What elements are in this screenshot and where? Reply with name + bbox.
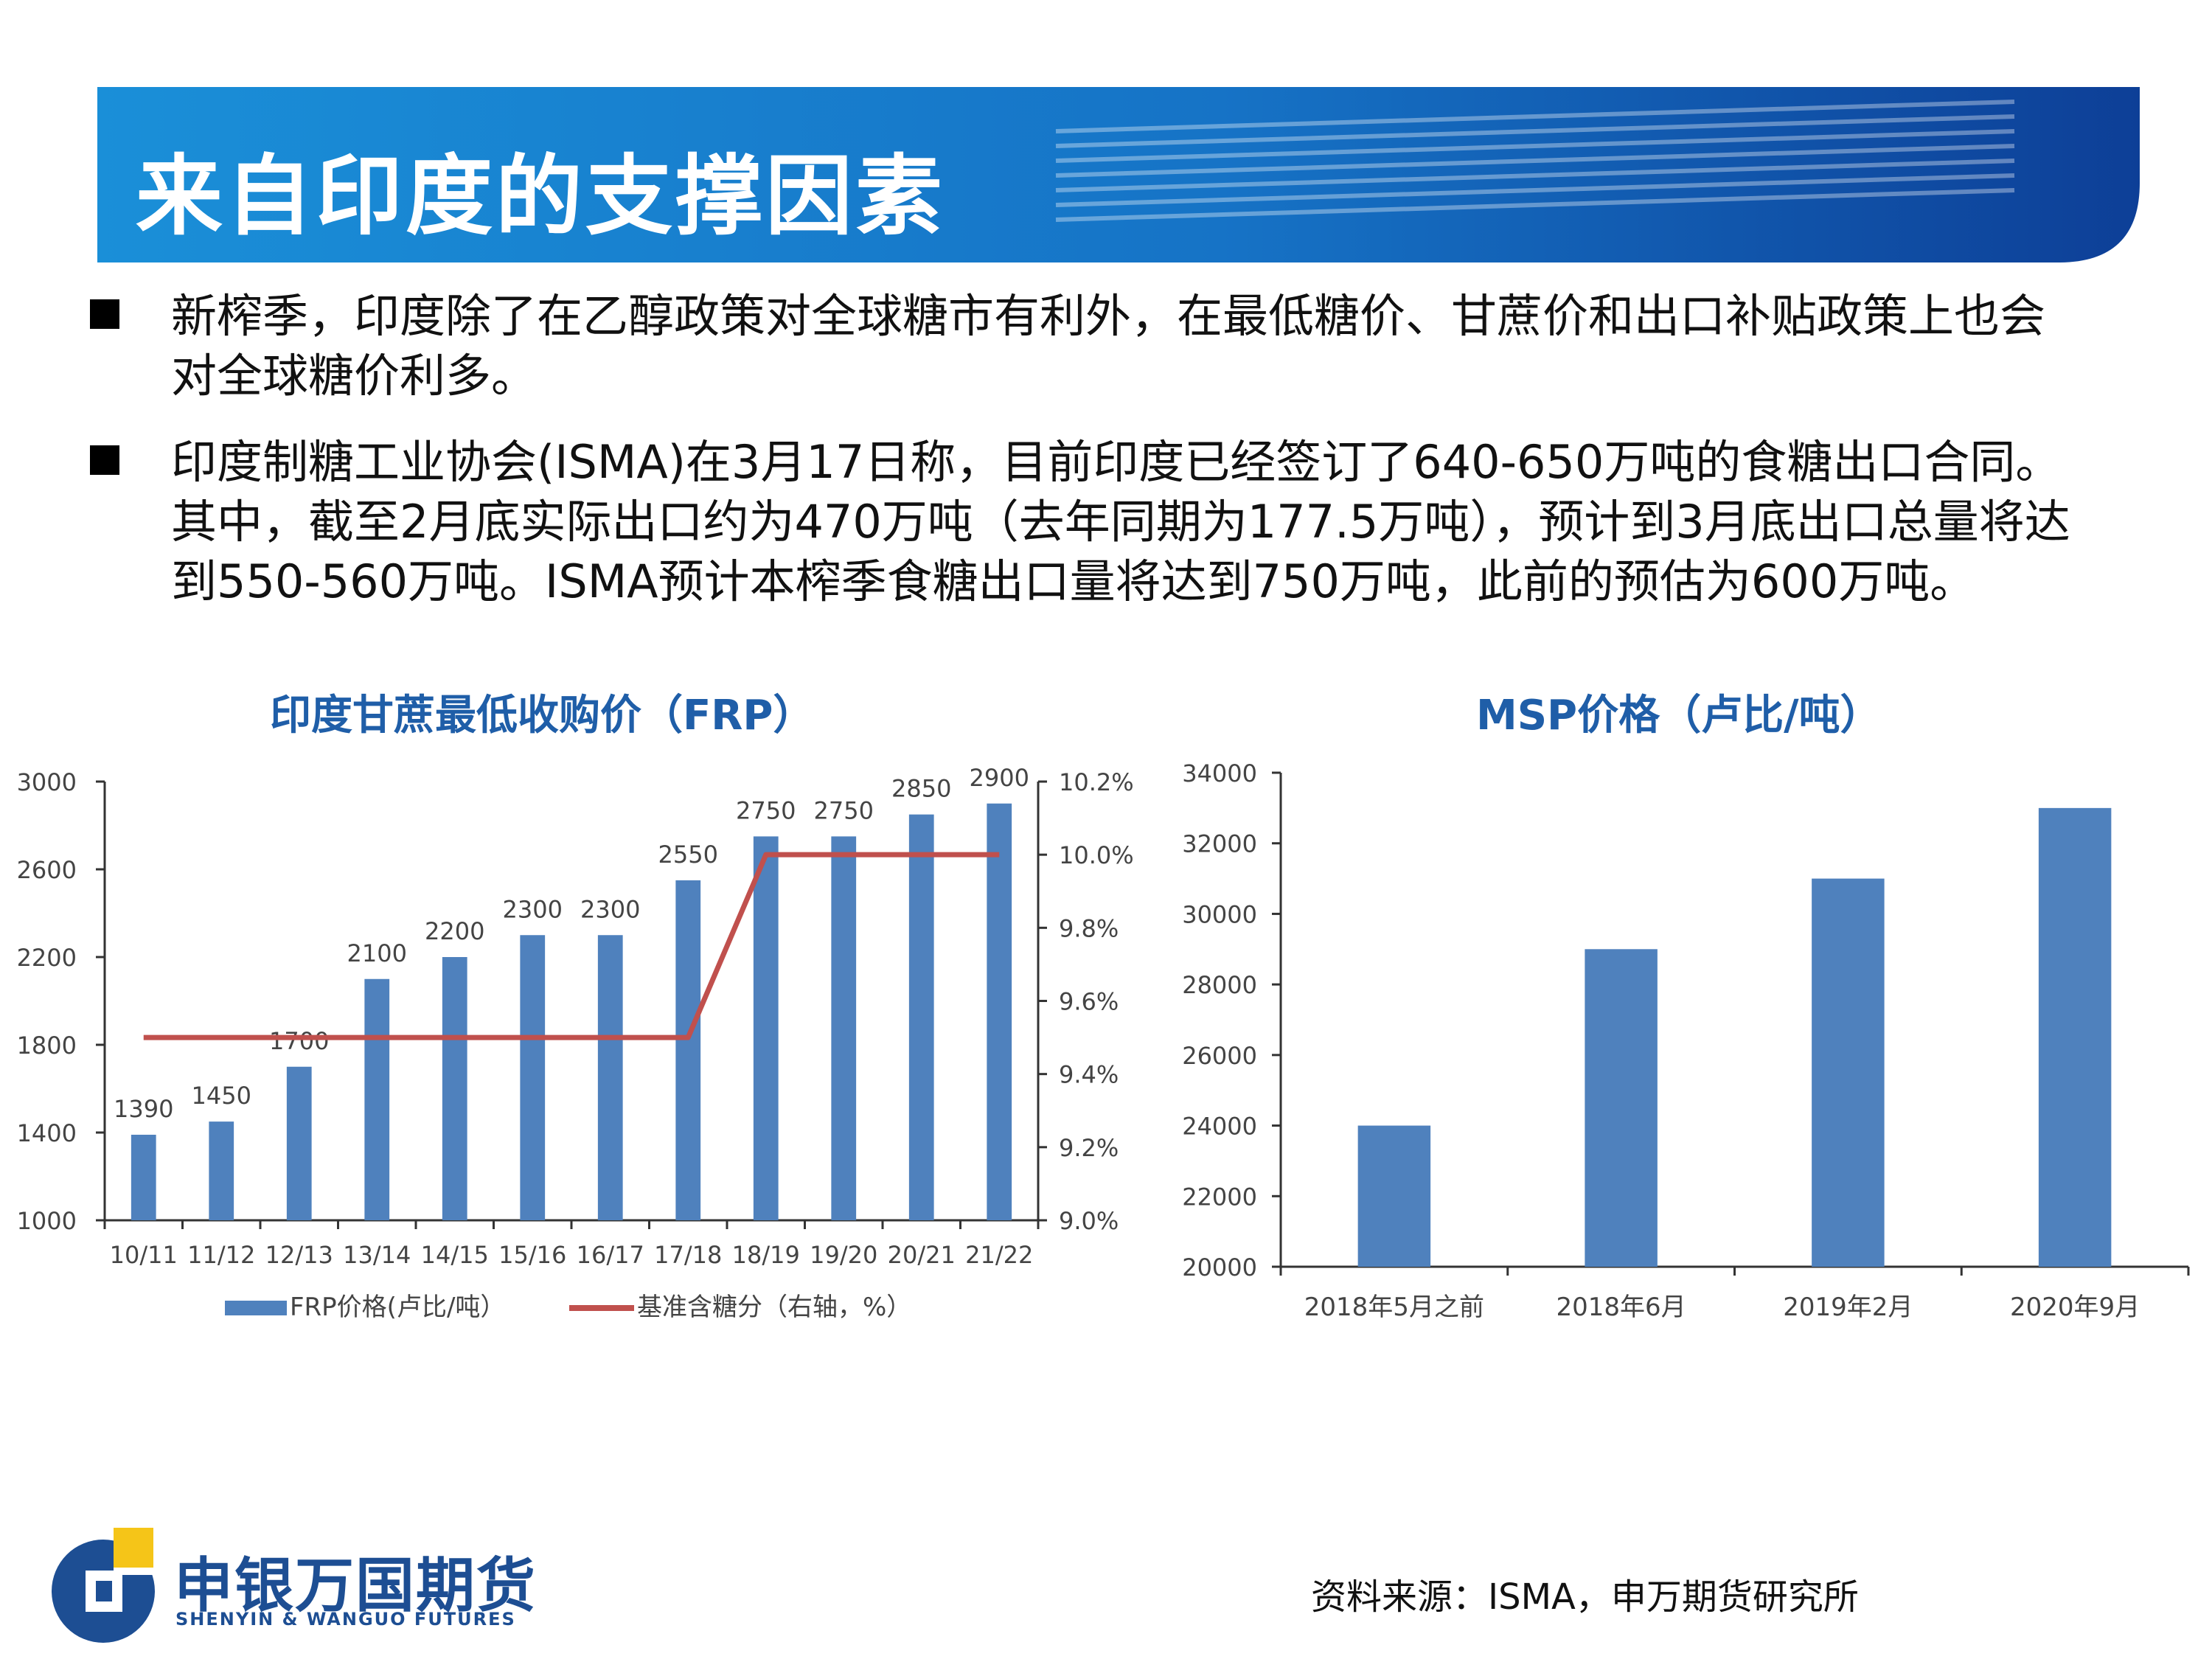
msp-chart: 20000 22000 24000 26000 28000 30000 32000 34000…	[1182, 759, 2190, 1322]
frp-bar	[987, 803, 1012, 1220]
x-tick-label: 13/14	[343, 1241, 411, 1269]
frp-bar	[520, 935, 546, 1220]
frp-bar-label: 2200	[425, 917, 484, 945]
y-tick-label-left: 1000	[17, 1207, 77, 1235]
bullet-list: 新榨季，印度除了在乙醇政策对全球糖市有利外，在最低糖价、甘蔗价和出口补贴政策上也…	[88, 286, 2079, 638]
frp-bar-label: 2300	[503, 895, 563, 923]
bullet-item: 新榨季，印度除了在乙醇政策对全球糖市有利外，在最低糖价、甘蔗价和出口补贴政策上也…	[88, 286, 2079, 406]
frp-bar-label: 1450	[192, 1082, 251, 1110]
y-tick-label-left: 3000	[17, 768, 77, 796]
y-tick-label: 32000	[1182, 830, 1257, 858]
x-tick-label: 2018年5月之前	[1304, 1293, 1484, 1322]
x-tick-label: 15/16	[498, 1241, 566, 1269]
msp-bar	[1357, 1125, 1431, 1267]
y-tick-label: 20000	[1182, 1253, 1257, 1281]
msp-bar	[2038, 807, 2112, 1267]
y-tick-label-left: 1400	[17, 1119, 77, 1147]
y-tick-label: 24000	[1182, 1113, 1257, 1141]
frp-bar	[442, 957, 467, 1220]
legend-label-frp: FRP价格(卢比/吨）	[290, 1293, 505, 1322]
frp-bar-label: 2850	[891, 775, 951, 803]
bullet-text: 新榨季，印度除了在乙醇政策对全球糖市有利外，在最低糖价、甘蔗价和出口补贴政策上也…	[171, 289, 2046, 403]
frp-bar-label: 1390	[114, 1095, 173, 1123]
frp-bar-label: 1700	[269, 1027, 329, 1055]
y-tick-label: 34000	[1182, 759, 1257, 787]
frp-bar	[675, 880, 701, 1220]
bullet-item: 印度制糖工业协会(ISMA)在3月17日称，目前印度已经签订了640-650万吨…	[88, 432, 2079, 611]
frp-bar	[753, 836, 779, 1220]
x-tick-label: 2020年9月	[2010, 1293, 2140, 1322]
chart-title-msp: MSP价格（卢比/吨）	[1476, 692, 1882, 740]
y-tick-label-left: 2600	[17, 856, 77, 884]
x-tick-label: 17/18	[654, 1241, 722, 1269]
frp-bar	[908, 814, 934, 1220]
logo-name-cn: 申银万国期货	[174, 1551, 537, 1620]
x-tick-label: 11/12	[187, 1241, 255, 1269]
sugar-content-line	[143, 852, 1000, 1040]
frp-bar-label: 2900	[970, 764, 1029, 792]
legend-swatch-frp	[225, 1301, 287, 1315]
x-tick-label: 12/13	[265, 1241, 333, 1269]
bullet-square-icon	[90, 445, 119, 475]
frp-bar-label: 2750	[736, 796, 796, 824]
frp-bar-label: 2750	[814, 796, 874, 824]
frp-bar-label: 2300	[580, 895, 640, 923]
frp-bar	[131, 1134, 156, 1220]
x-tick-label: 20/21	[888, 1241, 956, 1269]
header-banner: 来自印度的支撑因素	[97, 87, 2140, 262]
frp-chart: 1000 1400 1800 2200 2600 3000 9.0% 9.2% 9.4% 9.6%…	[17, 764, 1134, 1322]
y-tick-label-left: 2200	[17, 944, 77, 972]
y-tick-label: 22000	[1182, 1183, 1257, 1211]
y-tick-label-right: 9.8%	[1059, 914, 1119, 942]
msp-bar	[1585, 949, 1658, 1267]
msp-bar	[1812, 878, 1885, 1267]
logo-mark-icon	[52, 1528, 155, 1643]
bullet-text: 印度制糖工业协会(ISMA)在3月17日称，目前印度已经签订了640-650万吨…	[171, 435, 2070, 608]
y-tick-label: 30000	[1182, 900, 1257, 928]
x-tick-label: 2019年2月	[1783, 1293, 1913, 1322]
x-tick-label: 14/15	[421, 1241, 489, 1269]
frp-bar	[286, 1066, 312, 1220]
x-tick-label: 18/19	[732, 1241, 800, 1269]
y-tick-label: 28000	[1182, 971, 1257, 999]
y-tick-label-right: 10.2%	[1059, 768, 1134, 796]
bullet-square-icon	[90, 299, 119, 329]
y-tick-label-right: 9.2%	[1059, 1134, 1119, 1162]
x-tick-label: 21/22	[965, 1241, 1033, 1269]
frp-bar-label: 2100	[347, 939, 407, 967]
frp-bar	[831, 836, 857, 1220]
frp-bar-label: 2550	[658, 841, 718, 869]
y-tick-label-right: 9.0%	[1059, 1207, 1119, 1235]
y-tick-label: 26000	[1182, 1042, 1257, 1070]
y-tick-label-right: 9.4%	[1059, 1061, 1119, 1089]
x-tick-label: 10/11	[110, 1241, 178, 1269]
x-tick-label: 2018年6月	[1557, 1293, 1686, 1322]
y-tick-label-left: 1800	[17, 1032, 77, 1060]
x-tick-label: 16/17	[577, 1241, 644, 1269]
logo-name-en: SHENYIN & WANGUO FUTURES	[175, 1609, 516, 1630]
y-tick-label-right: 10.0%	[1059, 841, 1134, 869]
frp-bar	[597, 935, 623, 1220]
chart-title-frp: 印度甘蔗最低收购价（FRP）	[270, 692, 815, 740]
frp-bar	[364, 978, 390, 1220]
frp-bar	[209, 1121, 234, 1220]
x-tick-label: 19/20	[810, 1241, 877, 1269]
y-tick-label-right: 9.6%	[1059, 988, 1119, 1016]
source-note: 资料来源：ISMA，申万期货研究所	[1311, 1576, 1859, 1618]
page-title: 来自印度的支撑因素	[136, 145, 946, 247]
banner-background	[97, 87, 2140, 262]
legend-label-sugar: 基准含糖分（右轴，%）	[637, 1293, 911, 1322]
company-logo: 申银万国期货 SHENYIN & WANGUO FUTURES	[50, 1528, 535, 1646]
